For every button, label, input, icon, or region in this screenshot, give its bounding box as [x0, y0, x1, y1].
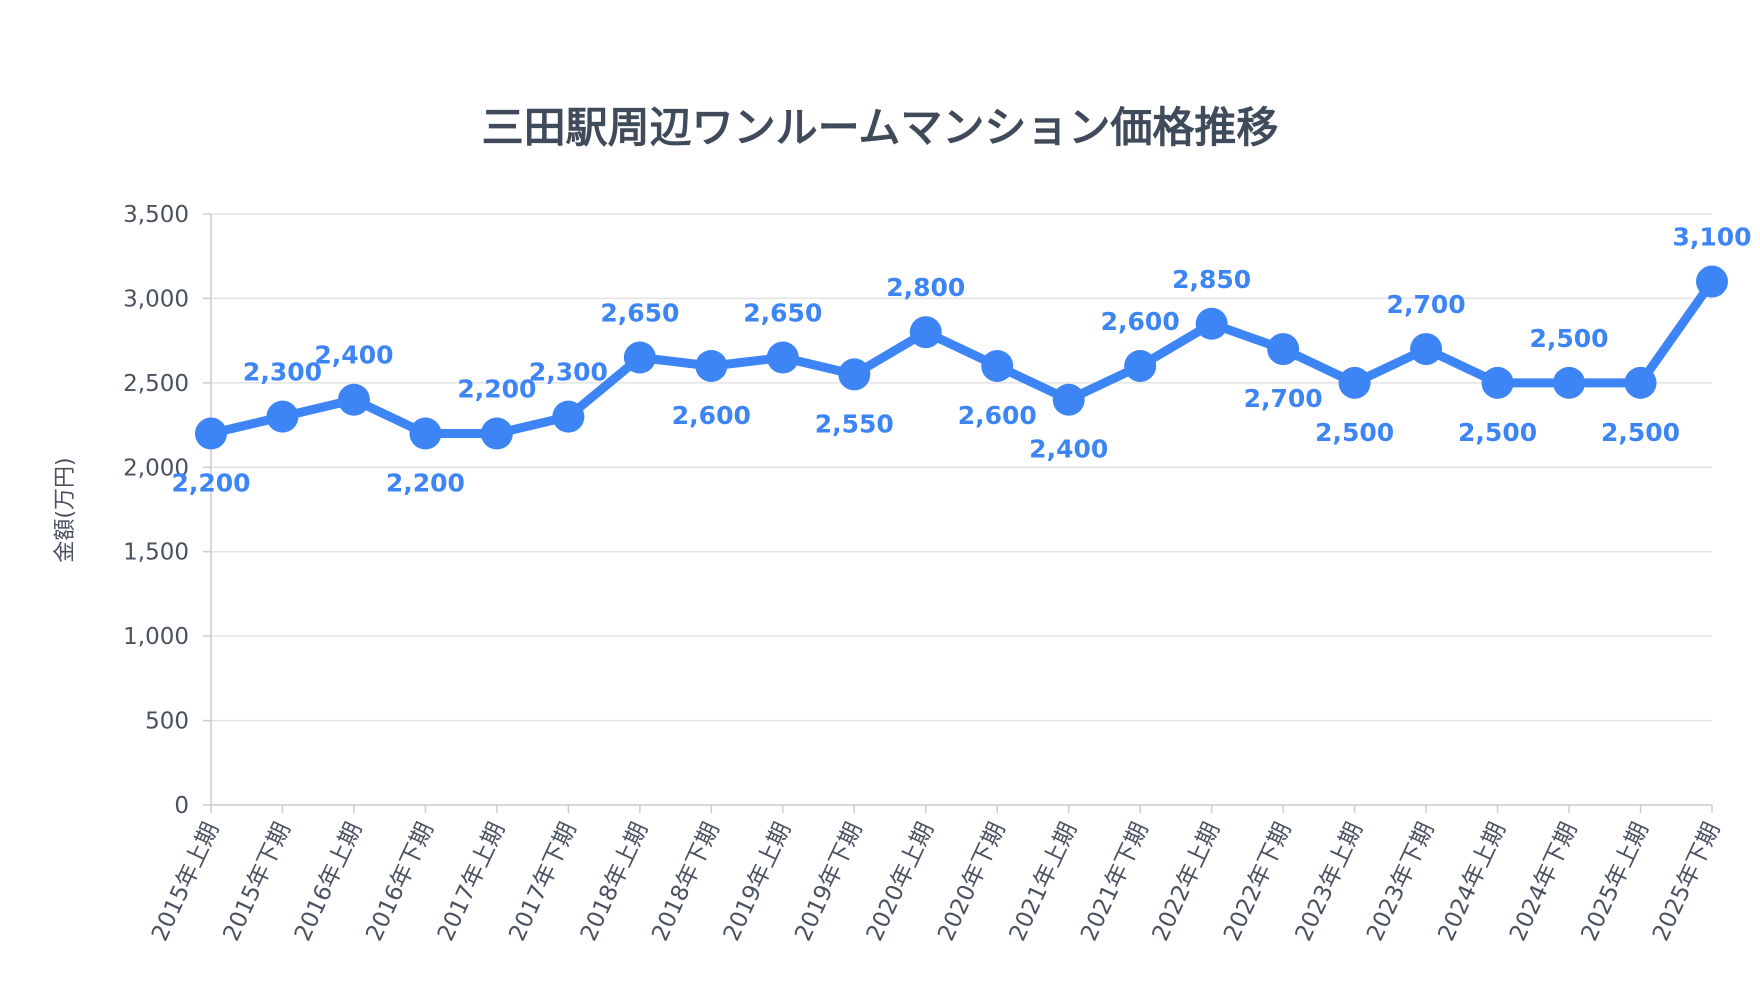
x-tick-label: 2023年下期 — [1362, 819, 1439, 946]
x-tick-label: 2018年上期 — [576, 819, 653, 946]
data-point — [1124, 349, 1157, 382]
gridlines — [203, 213, 1712, 806]
y-tick-label: 3,500 — [123, 202, 189, 228]
data-point — [266, 400, 299, 433]
x-tick-label: 2021年下期 — [1076, 819, 1153, 946]
data-point — [838, 358, 871, 391]
data-label: 2,550 — [815, 409, 894, 438]
data-point — [1553, 366, 1586, 399]
data-label: 2,500 — [1601, 418, 1680, 447]
y-tick-label: 0 — [174, 793, 189, 819]
x-tick-label: 2021年上期 — [1005, 819, 1082, 946]
x-tick-label: 2016年上期 — [290, 819, 367, 946]
data-point — [766, 341, 799, 374]
y-tick-label: 500 — [145, 709, 189, 735]
x-tick-label: 2015年上期 — [147, 819, 224, 946]
data-point — [409, 417, 442, 450]
data-point — [1481, 366, 1514, 399]
x-tick-label: 2015年下期 — [218, 819, 295, 946]
data-point — [195, 417, 227, 450]
y-tick-label: 2,500 — [123, 371, 189, 397]
y-axis-label: 金額(万円) — [53, 457, 78, 562]
data-label: 2,650 — [600, 299, 679, 328]
data-point — [695, 349, 728, 382]
x-tick-label: 2016年下期 — [361, 819, 438, 946]
x-tick-label: 2017年下期 — [504, 819, 581, 946]
data-label: 2,600 — [672, 401, 751, 430]
x-tick-label: 2019年下期 — [790, 819, 867, 946]
data-point — [623, 341, 656, 374]
series-price — [195, 265, 1728, 450]
data-point — [552, 400, 585, 433]
data-point — [1267, 333, 1300, 366]
y-tick-label: 1,000 — [123, 624, 189, 650]
data-point — [1052, 383, 1085, 416]
x-tick-label: 2025年上期 — [1576, 819, 1653, 946]
data-label: 2,200 — [171, 469, 250, 498]
x-axis-ticks: 2015年上期2015年下期2016年上期2016年下期2017年上期2017年… — [147, 805, 1725, 945]
data-label: 2,600 — [1101, 307, 1180, 336]
chart-title: 三田駅周辺ワンルームマンション価格推移 — [482, 103, 1279, 152]
data-label: 2,200 — [386, 469, 465, 498]
data-label: 3,100 — [1672, 223, 1751, 252]
y-axis-ticks: 0 500 1,000 1,500 2,000 2,500 3,000 3,500 — [123, 202, 189, 819]
x-tick-label: 2018年下期 — [647, 819, 724, 946]
data-label: 2,700 — [1244, 384, 1323, 413]
x-tick-label: 2020年上期 — [862, 819, 939, 946]
data-label: 2,650 — [743, 299, 822, 328]
data-label: 2,400 — [1029, 435, 1108, 464]
data-point — [1696, 265, 1728, 298]
data-label: 2,800 — [886, 273, 965, 302]
data-label: 2,600 — [958, 401, 1037, 430]
x-tick-label: 2024年下期 — [1505, 819, 1582, 946]
data-point — [1195, 307, 1228, 340]
data-point — [1338, 366, 1371, 399]
x-tick-label: 2022年上期 — [1148, 819, 1225, 946]
data-label: 2,850 — [1172, 265, 1251, 294]
data-label: 2,300 — [529, 358, 608, 387]
data-point — [480, 417, 513, 450]
x-tick-label: 2025年下期 — [1648, 819, 1725, 946]
data-point — [909, 316, 942, 349]
data-label: 2,300 — [243, 358, 322, 387]
data-label: 2,500 — [1458, 418, 1537, 447]
data-point — [1410, 333, 1443, 366]
data-labels: 2,2002,3002,4002,2002,2002,3002,6502,600… — [171, 223, 1751, 498]
data-point — [981, 349, 1014, 382]
data-label: 2,400 — [314, 341, 393, 370]
series-line — [206, 277, 1717, 439]
data-label: 2,500 — [1315, 418, 1394, 447]
x-tick-label: 2024年上期 — [1434, 819, 1511, 946]
y-tick-label: 3,000 — [123, 286, 189, 312]
x-tick-label: 2022年下期 — [1219, 819, 1296, 946]
x-tick-label: 2017年上期 — [433, 819, 510, 946]
data-point — [337, 383, 370, 416]
y-tick-label: 1,500 — [123, 540, 189, 566]
x-tick-label: 2023年上期 — [1291, 819, 1368, 946]
data-label: 2,500 — [1530, 324, 1609, 353]
x-tick-label: 2019年上期 — [719, 819, 796, 946]
data-label: 2,700 — [1387, 290, 1466, 319]
data-point — [1624, 366, 1657, 399]
data-label: 2,200 — [457, 375, 536, 404]
y-tick-label: 2,000 — [123, 455, 189, 481]
x-tick-label: 2020年下期 — [933, 819, 1010, 946]
